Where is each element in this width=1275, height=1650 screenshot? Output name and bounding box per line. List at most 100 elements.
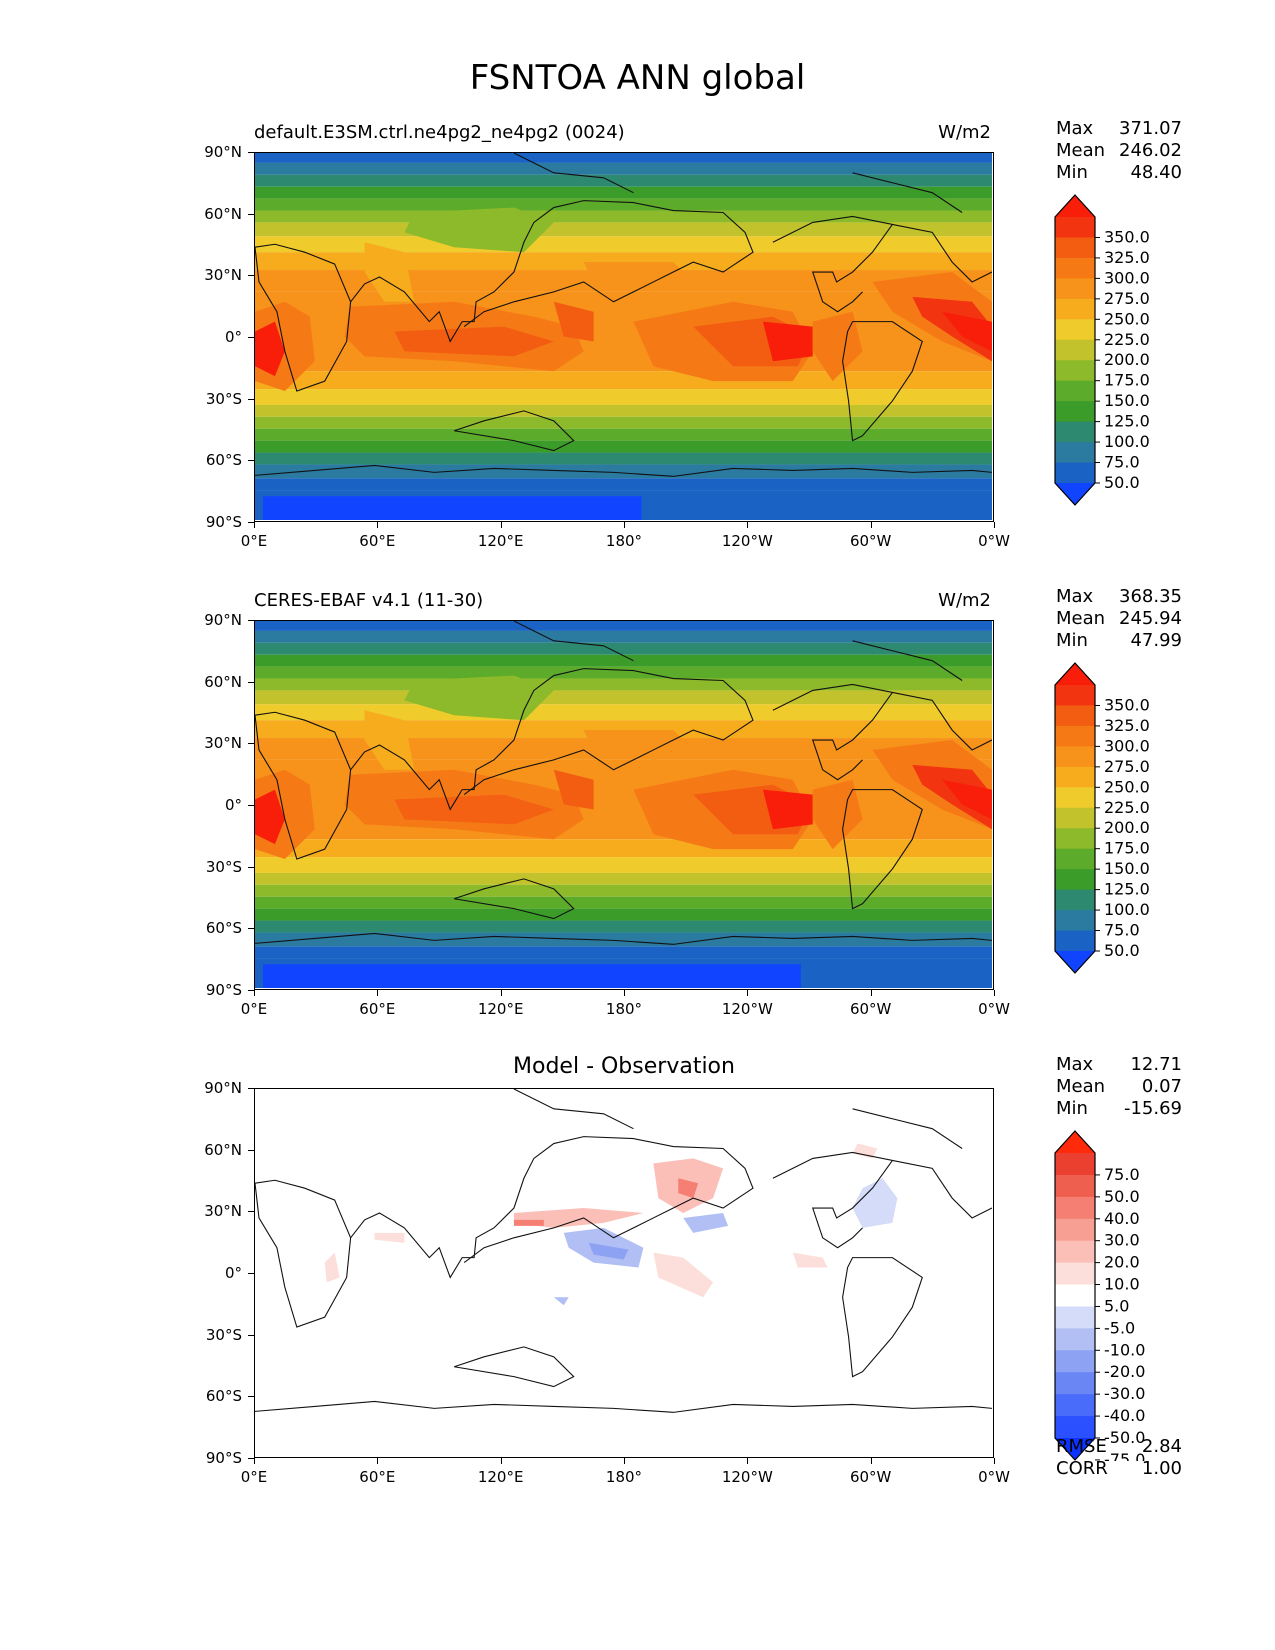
lon-tick-label: 180°	[605, 1000, 643, 1018]
lon-tick-mark	[377, 1458, 379, 1464]
colorbar-tick-label: 300.0	[1104, 736, 1150, 755]
field-contour	[394, 794, 554, 825]
lat-tick-label: 30°S	[205, 1325, 242, 1344]
colorbar-segment	[1055, 462, 1095, 484]
lat-band	[255, 884, 992, 897]
lat-band	[255, 872, 992, 885]
colorbar-segment	[1055, 889, 1095, 911]
stat-value: 0.07	[1141, 1076, 1182, 1097]
colorbar-tick-label: 325.0	[1104, 716, 1150, 735]
lon-tick-label: 120°W	[721, 532, 773, 550]
field-contour	[553, 301, 594, 342]
coastline	[255, 1179, 352, 1328]
panel-3-metrics: RMSE 2.84 CORR 1.00	[1056, 1436, 1182, 1480]
lon-tick-mark	[994, 990, 995, 996]
lat-tick-mark	[248, 866, 254, 868]
lon-tick-mark	[870, 990, 872, 996]
lat-tick-mark	[248, 743, 254, 745]
colorbar-segment	[1055, 278, 1095, 300]
lat-band	[255, 153, 992, 163]
stat-max: Max 371.07	[1056, 118, 1182, 140]
lon-tick-mark	[254, 522, 255, 528]
stat-mean: Mean 245.94	[1056, 608, 1182, 630]
colorbar-segment	[1055, 828, 1095, 850]
colorbar-tick-label: 50.0	[1104, 473, 1140, 492]
stat-max: Max 368.35	[1056, 586, 1182, 608]
lat-tick-label: 30°N	[204, 734, 242, 753]
colorbar-tick-label: -75.0	[1104, 1450, 1145, 1461]
colorbar-tick-label: 100.0	[1104, 900, 1150, 919]
stat-value: 245.94	[1119, 608, 1182, 629]
lon-tick-label: 0°E	[240, 1000, 268, 1018]
colorbar-segment	[1055, 705, 1095, 727]
coastline	[852, 172, 963, 213]
lat-tick-mark	[248, 805, 254, 806]
field-contour	[912, 764, 992, 830]
diff-contour	[324, 1252, 340, 1283]
stat-min: Min 47.99	[1056, 630, 1182, 652]
lat-tick-mark	[248, 1273, 254, 1274]
stat-value: 371.07	[1119, 118, 1182, 139]
lat-tick-mark	[248, 275, 254, 277]
lat-band	[255, 908, 992, 921]
coastline	[852, 1108, 963, 1149]
colorbar-tick-label: 250.0	[1104, 309, 1150, 328]
diff-contour	[792, 1252, 828, 1268]
panel-2-units: W/m2	[938, 590, 991, 611]
diff-contour	[653, 1252, 714, 1298]
stat-label: Min	[1056, 630, 1088, 651]
colorbar-extend-min	[1055, 483, 1095, 505]
lat-tick-label: 90°S	[205, 513, 242, 531]
colorbar-extend-max	[1055, 663, 1095, 685]
field-contour	[364, 242, 415, 302]
lat-band	[255, 478, 992, 491]
colorbar-segment	[1055, 910, 1095, 932]
stat-value: 48.40	[1130, 162, 1182, 183]
colorbar-tick-label: -40.0	[1104, 1406, 1145, 1425]
lat-tick-label: 90°N	[204, 143, 242, 161]
lon-tick-label: 60°E	[359, 1000, 396, 1018]
stat-value: 246.02	[1119, 140, 1182, 161]
coastline	[454, 878, 575, 920]
lat-band	[255, 416, 992, 429]
panel-1-map	[254, 152, 994, 522]
lon-tick-mark	[254, 1458, 255, 1464]
diff-contour	[852, 1178, 898, 1228]
coastline	[842, 1257, 923, 1378]
colorbar-tick-label: 5.0	[1104, 1296, 1129, 1315]
lon-tick-label: 180°	[605, 532, 643, 550]
lat-tick-label: 90°N	[204, 611, 242, 629]
colorbar-tick-label: 350.0	[1104, 227, 1150, 246]
lat-tick-label: 60°N	[204, 672, 242, 691]
lon-tick-label: 0°W	[978, 1468, 1010, 1486]
lat-tick-mark	[248, 620, 254, 621]
coastline	[255, 1400, 992, 1413]
lon-tick-mark	[254, 990, 255, 996]
stat-label: Max	[1056, 586, 1094, 607]
field-contour	[394, 326, 554, 357]
panel-2-colorbar: 350.0 325.0 300.0 275.0 250.0 225.0 200.0 175.0…	[1054, 662, 1174, 974]
lat-band	[255, 222, 992, 237]
colorbar-tick-label: 325.0	[1104, 248, 1150, 267]
lat-band	[255, 839, 992, 858]
coastline	[255, 711, 352, 860]
field-contour	[942, 311, 992, 352]
obs-map-svg	[255, 621, 992, 988]
coastline	[255, 932, 992, 945]
diff-contour	[852, 1143, 878, 1159]
colorbar-tick-label: 350.0	[1104, 695, 1150, 714]
colorbar-segment	[1055, 746, 1095, 768]
lat-band	[255, 371, 992, 390]
colorbar-segment	[1055, 237, 1095, 259]
colorbar-segment	[1055, 401, 1095, 423]
lat-band	[255, 946, 992, 959]
lat-tick-label: 30°N	[204, 1202, 242, 1221]
figure-title: FSNTOA ANN global	[469, 58, 806, 98]
lat-tick-label: 60°S	[205, 451, 242, 470]
lat-tick-mark	[248, 1458, 254, 1459]
stat-min: Min -15.69	[1056, 1098, 1182, 1120]
colorbar-segment	[1055, 298, 1095, 320]
coastline	[350, 668, 754, 811]
lat-band	[262, 964, 801, 988]
lat-band	[255, 666, 992, 679]
